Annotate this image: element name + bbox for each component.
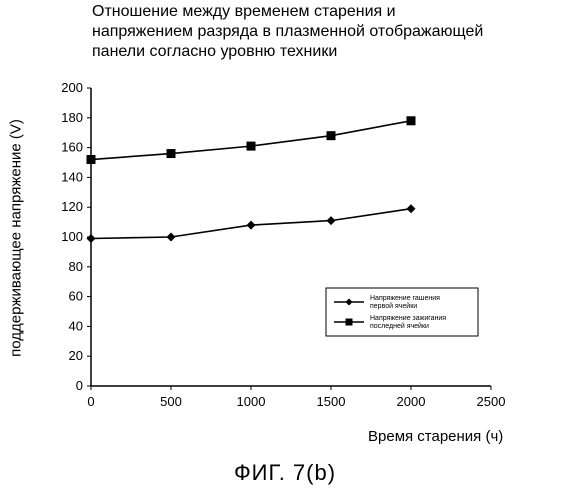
legend-marker-2 bbox=[346, 319, 353, 326]
series-2-point bbox=[407, 116, 416, 125]
x-tick-label: 2500 bbox=[477, 394, 506, 409]
y-tick-label: 140 bbox=[61, 169, 83, 184]
y-tick-label: 80 bbox=[69, 259, 83, 274]
y-tick-label: 0 bbox=[76, 378, 83, 393]
y-tick-label: 120 bbox=[61, 199, 83, 214]
x-tick-label: 1500 bbox=[317, 394, 346, 409]
x-tick-label: 2000 bbox=[397, 394, 426, 409]
series-2-point bbox=[87, 155, 96, 164]
series-2-point bbox=[327, 131, 336, 140]
series-2-point bbox=[167, 149, 176, 158]
y-axis-label: поддерживающее напряжение (V) bbox=[8, 119, 25, 357]
y-tick-label: 200 bbox=[61, 80, 83, 95]
y-tick-label: 40 bbox=[69, 318, 83, 333]
series-1-point bbox=[327, 216, 336, 225]
y-tick-label: 60 bbox=[69, 289, 83, 304]
chart-ticks: 0204060801001201401601802000500100015002… bbox=[61, 80, 505, 409]
series-1-point bbox=[167, 233, 176, 242]
y-tick-label: 180 bbox=[61, 110, 83, 125]
y-tick-label: 160 bbox=[61, 140, 83, 155]
x-tick-label: 1000 bbox=[237, 394, 266, 409]
x-tick-label: 0 bbox=[87, 394, 94, 409]
chart-legend: Напряжение гашенияпервой ячейкиНапряжени… bbox=[326, 288, 478, 336]
series-1-point bbox=[247, 221, 256, 230]
chart-series bbox=[87, 116, 416, 243]
x-axis-label: Время старения (ч) bbox=[368, 428, 503, 445]
series-1-point bbox=[87, 234, 96, 243]
x-tick-label: 500 bbox=[160, 394, 182, 409]
figure-caption: ФИГ. 7(b) bbox=[0, 460, 570, 486]
series-line-2 bbox=[91, 121, 411, 160]
series-2-point bbox=[247, 142, 256, 151]
series-1-point bbox=[407, 204, 416, 213]
y-tick-label: 20 bbox=[69, 348, 83, 363]
y-tick-label: 100 bbox=[61, 229, 83, 244]
